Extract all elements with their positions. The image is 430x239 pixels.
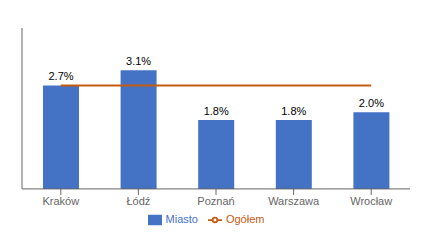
svg-text:3.1%: 3.1% [126, 55, 151, 67]
svg-text:Warszawa: Warszawa [268, 195, 320, 207]
svg-text:2.0%: 2.0% [359, 97, 384, 109]
svg-text:Łódź: Łódź [126, 195, 150, 207]
html-text:Ogółem: Ogółem [225, 212, 265, 225]
svg-text:1.8%: 1.8% [281, 105, 306, 117]
svg-text:Poznań: Poznań [197, 195, 234, 207]
svg-text:Wrocław: Wrocław [350, 195, 392, 207]
html-text:Miasto: Miasto [165, 212, 198, 225]
svg-text:1.8%: 1.8% [204, 105, 229, 117]
svg-text:Kraków: Kraków [42, 195, 79, 207]
svg-text:2.7%: 2.7% [48, 70, 73, 82]
